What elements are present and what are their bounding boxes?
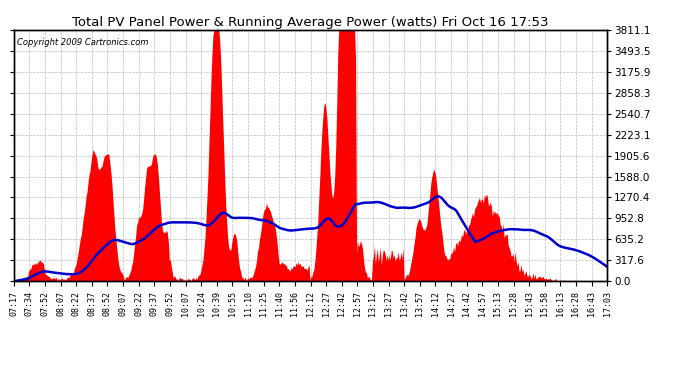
Title: Total PV Panel Power & Running Average Power (watts) Fri Oct 16 17:53: Total PV Panel Power & Running Average P… [72, 16, 549, 29]
Text: Copyright 2009 Cartronics.com: Copyright 2009 Cartronics.com [17, 38, 148, 46]
